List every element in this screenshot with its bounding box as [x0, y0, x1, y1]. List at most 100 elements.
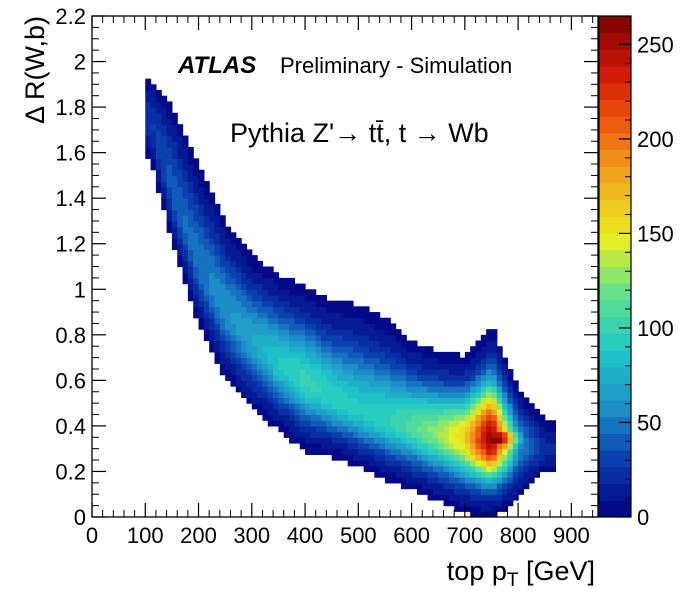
heat-cell [491, 465, 498, 473]
heat-cell [257, 312, 264, 319]
heat-cell [454, 448, 461, 455]
heat-cell [384, 374, 391, 381]
heat-cell [262, 363, 269, 370]
heat-cell [390, 363, 397, 370]
heat-cell [209, 277, 216, 285]
heat-cell [518, 454, 525, 461]
heat-cell [475, 425, 482, 433]
heat-cell [358, 431, 365, 438]
heat-cell [411, 351, 418, 359]
heat-cell [486, 374, 493, 381]
heat-cell [321, 391, 327, 399]
heat-cell [198, 300, 205, 307]
heat-cell [507, 420, 514, 427]
experiment-label: ATLAS [177, 52, 256, 79]
heat-cell [294, 283, 301, 290]
heat-cell [416, 482, 423, 490]
heat-cell [182, 215, 189, 222]
heat-cell [283, 363, 290, 370]
heat-cell [246, 323, 253, 330]
heat-cell [384, 414, 391, 421]
heat-cell [161, 107, 168, 114]
heat-cell [448, 448, 455, 455]
heat-cell [251, 403, 258, 410]
heat-cell [422, 460, 429, 467]
heat-cell [155, 118, 162, 125]
heat-cell [289, 425, 295, 433]
heat-cell [400, 403, 407, 410]
heat-cell [512, 408, 519, 416]
heat-cell [278, 300, 285, 307]
heat-cell [491, 374, 498, 381]
heat-cell [443, 420, 450, 427]
colorbar-level [599, 199, 631, 217]
heat-cell [171, 118, 178, 125]
heat-cell [278, 425, 285, 433]
colorbar [598, 15, 632, 518]
y-tick-label: 1.4 [55, 186, 86, 211]
heat-cell [321, 414, 327, 421]
heat-cell [459, 403, 466, 410]
heat-cell [209, 209, 216, 216]
heat-cell [321, 437, 327, 444]
heat-cell [368, 448, 375, 455]
heat-cell [198, 289, 205, 296]
heat-cell [246, 363, 253, 370]
heat-cell [246, 368, 253, 376]
heat-cell [246, 294, 253, 302]
heat-cell [235, 283, 242, 290]
heat-cell [352, 431, 359, 438]
heat-cell [182, 243, 189, 251]
heat-cell [326, 317, 333, 325]
heat-cell [448, 374, 455, 381]
heat-cell [225, 243, 232, 251]
heat-cell [171, 141, 178, 148]
heat-cell [486, 511, 493, 517]
heat-cell [363, 391, 370, 399]
heat-cell [518, 482, 525, 490]
heat-cell [400, 425, 407, 433]
heat-cell [347, 403, 354, 410]
heat-cell [310, 448, 317, 455]
heat-cell [225, 283, 232, 290]
heat-cell [230, 306, 237, 313]
heat-cell [400, 340, 407, 347]
heat-cell [512, 460, 519, 467]
heat-cell [299, 312, 306, 319]
heat-cell [411, 420, 418, 427]
heat-cell [305, 329, 311, 336]
heat-cell [464, 482, 471, 490]
heat-cell [486, 403, 493, 410]
heat-cell [203, 300, 210, 307]
x-tick-label: 400 [287, 523, 324, 548]
heat-cell [486, 329, 493, 336]
heat-cell [480, 482, 487, 490]
heat-cell [262, 317, 269, 325]
heat-cell [374, 414, 381, 421]
heat-cell [358, 380, 365, 387]
heat-cell [400, 414, 407, 421]
heat-cell [310, 300, 317, 307]
heat-cell [395, 329, 402, 336]
heat-cell [352, 312, 359, 319]
heat-cell [347, 425, 354, 433]
heat-cell [182, 158, 189, 165]
heat-cell [395, 368, 402, 376]
heat-cell [395, 437, 402, 444]
heat-cell [251, 391, 258, 399]
heat-cell [438, 431, 445, 438]
heat-cell [459, 448, 466, 455]
heat-cell [427, 374, 434, 381]
heat-cell [518, 403, 525, 410]
heat-cell [289, 329, 295, 336]
heat-cell [502, 420, 509, 427]
heat-cell [528, 454, 535, 461]
heat-cell [448, 420, 455, 427]
heat-cell [198, 215, 205, 222]
heat-cell [438, 380, 445, 387]
heat-cell [342, 397, 349, 404]
heat-cell [155, 107, 162, 114]
heat-cell [182, 186, 189, 194]
heat-cell [475, 494, 482, 501]
heat-cell [193, 266, 200, 273]
